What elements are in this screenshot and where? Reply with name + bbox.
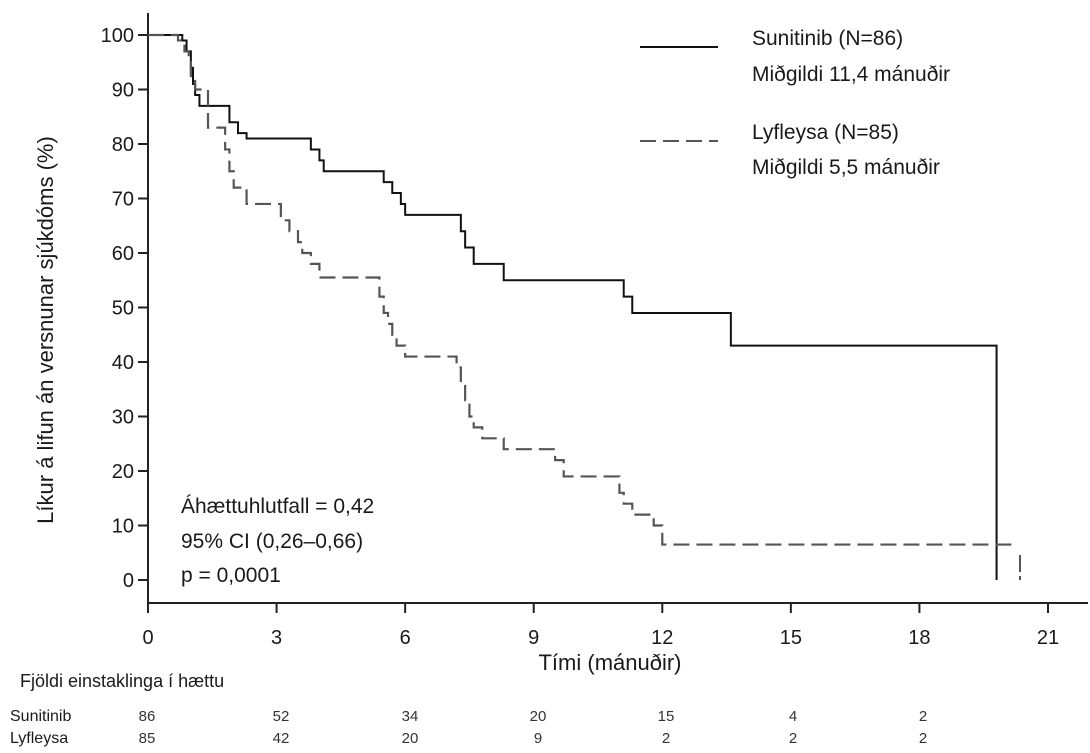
legend-series-name: Sunitinib (N=86) bbox=[752, 27, 903, 50]
y-tick-label: 70 bbox=[112, 189, 134, 211]
y-axis-label: Líkur á lifun án versnunar sjúkdóms (%) bbox=[33, 136, 58, 524]
risk-cell: 52 bbox=[273, 708, 290, 725]
y-tick-label: 50 bbox=[112, 298, 134, 320]
y-tick-label: 20 bbox=[112, 461, 134, 483]
annotation-line: p = 0,0001 bbox=[181, 564, 281, 587]
risk-row-label: Sunitinib bbox=[10, 708, 71, 725]
x-tick-label: 6 bbox=[400, 627, 411, 649]
legend-median: Miðgildi 11,4 mánuðir bbox=[752, 63, 950, 86]
risk-cell: 85 bbox=[139, 730, 156, 747]
x-tick-label: 21 bbox=[1037, 627, 1059, 649]
x-tick-label: 9 bbox=[528, 627, 539, 649]
series-sunitinib-curve bbox=[148, 34, 998, 580]
series-layer bbox=[148, 33, 1021, 580]
risk-row-label: Lyfleysa bbox=[10, 730, 68, 747]
legend-series-name: Lyfleysa (N=85) bbox=[752, 121, 899, 144]
risk-cell: 2 bbox=[919, 708, 927, 725]
risk-cell: 2 bbox=[789, 730, 797, 747]
risk-cell: 34 bbox=[402, 708, 419, 725]
x-tick-label: 18 bbox=[908, 627, 930, 649]
series-lyfleysa-curve bbox=[148, 33, 1018, 546]
risk-cell: 4 bbox=[789, 708, 797, 725]
annotation-line: 95% CI (0,26–0,66) bbox=[181, 530, 363, 553]
risk-table: Fjöldi einstaklinga í hættu Sunitinib 86 52… bbox=[10, 671, 927, 747]
y-tick-label: 80 bbox=[112, 134, 134, 156]
risk-cell: 2 bbox=[919, 730, 927, 747]
x-tick-label: 0 bbox=[142, 627, 153, 649]
risk-cell: 42 bbox=[273, 730, 290, 747]
risk-cell: 20 bbox=[402, 730, 419, 747]
y-tick-label: 90 bbox=[112, 80, 134, 102]
y-tick-label: 0 bbox=[123, 570, 134, 592]
x-axis: 0 3 6 9 12 15 18 21 Tími (mánuðir) bbox=[142, 602, 1088, 675]
y-tick-label: 30 bbox=[112, 407, 134, 429]
x-tick-label: 3 bbox=[271, 627, 282, 649]
x-axis-label: Tími (mánuðir) bbox=[538, 650, 681, 675]
y-ticks: 0 10 20 30 40 50 60 70 80 90 100 bbox=[101, 25, 148, 592]
y-tick-label: 10 bbox=[112, 516, 134, 538]
x-ticks: 0 3 6 9 12 15 18 21 bbox=[142, 603, 1059, 649]
x-tick-label: 12 bbox=[651, 627, 673, 649]
risk-cell: 15 bbox=[658, 708, 675, 725]
risk-cell: 86 bbox=[139, 708, 156, 725]
risk-cell: 20 bbox=[530, 708, 547, 725]
x-tick-label: 15 bbox=[780, 627, 802, 649]
legend: Sunitinib (N=86) Miðgildi 11,4 mánuðir Lyf… bbox=[640, 27, 950, 179]
legend-median: Miðgildi 5,5 mánuðir bbox=[752, 156, 940, 179]
y-axis: 0 10 20 30 40 50 60 70 80 90 100 Líkur á lifun án … bbox=[33, 13, 149, 603]
annotation-line: Áhættuhlutfall = 0,42 bbox=[181, 495, 374, 518]
y-tick-label: 60 bbox=[112, 243, 134, 265]
annotations: Áhættuhlutfall = 0,42 95% CI (0,26–0,66) p… bbox=[181, 495, 374, 587]
risk-cell: 2 bbox=[662, 730, 670, 747]
risk-table-title: Fjöldi einstaklinga í hættu bbox=[20, 671, 224, 691]
y-tick-label: 40 bbox=[112, 352, 134, 374]
risk-cell: 9 bbox=[534, 730, 542, 747]
y-tick-label: 100 bbox=[101, 25, 134, 47]
